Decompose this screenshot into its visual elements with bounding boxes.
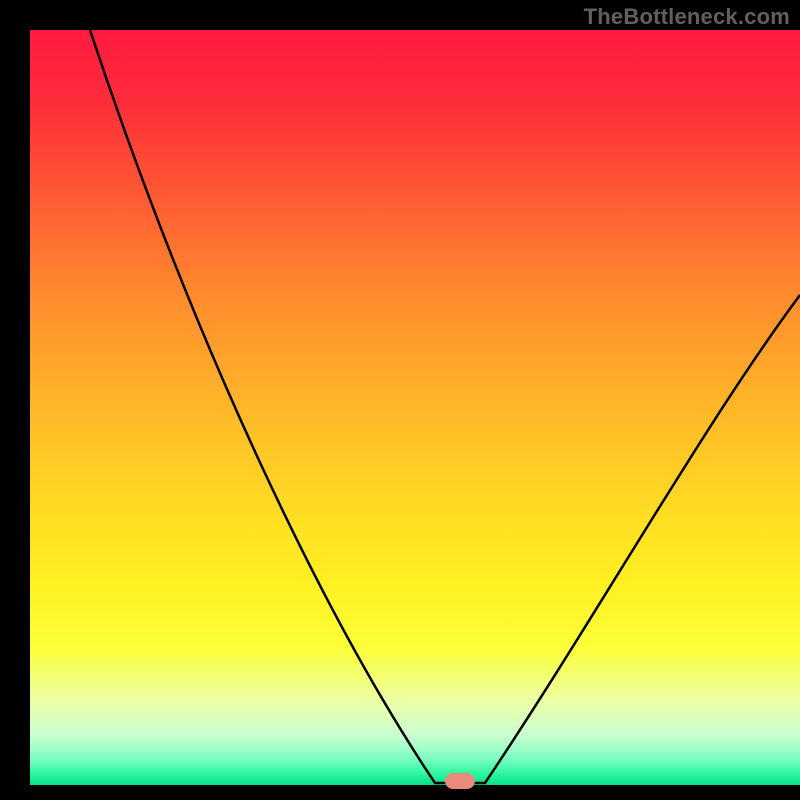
optimal-point-marker (445, 773, 475, 789)
gradient-panel (30, 30, 800, 785)
watermark-text: TheBottleneck.com (584, 4, 790, 30)
bottleneck-chart (30, 30, 800, 785)
chart-frame: TheBottleneck.com (0, 0, 800, 800)
